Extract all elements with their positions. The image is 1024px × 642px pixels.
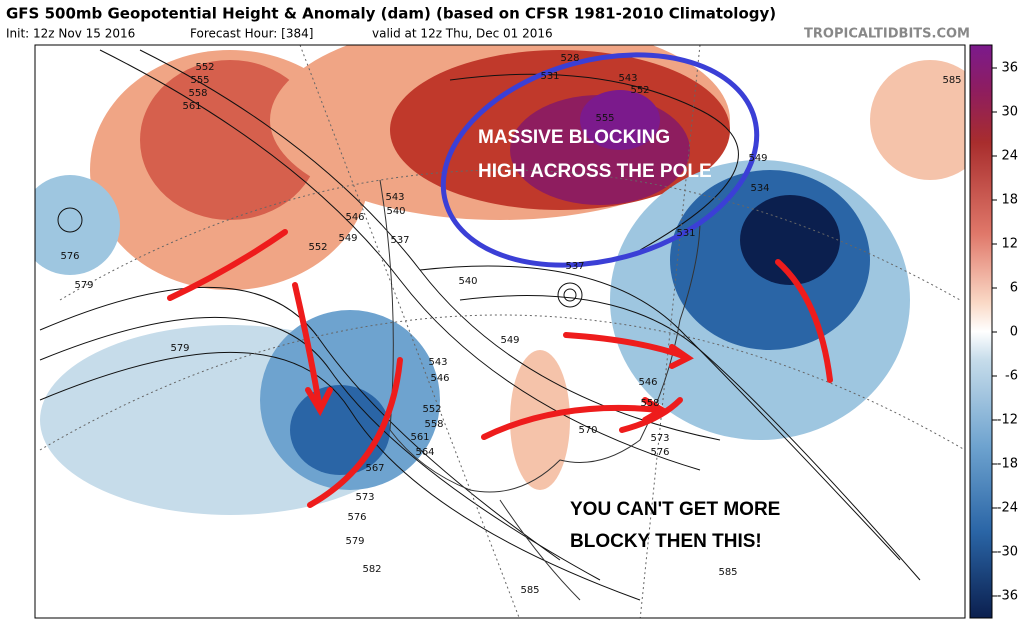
map-frame (34, 44, 966, 619)
contour-label: 558 (188, 88, 207, 99)
annotation: YOU CAN'T GET MORE (570, 499, 780, 520)
contour-label: 570 (578, 425, 597, 436)
contour-label: 537 (390, 235, 409, 246)
contour-label: 558 (640, 398, 659, 409)
watermark: TROPICALTIDBITS.COM (804, 27, 970, 42)
contour-label: 543 (618, 73, 637, 84)
contour-label: 552 (422, 404, 441, 415)
colorbar-label: 36 (1001, 61, 1018, 76)
contour-label: 552 (308, 242, 327, 253)
colorbar-label: -12 (997, 413, 1018, 428)
annotation: HIGH ACROSS THE POLE (478, 161, 712, 182)
pole-circle (440, 52, 760, 268)
title: GFS 500mb Geopotential Height & Anomaly … (6, 5, 776, 23)
contour-label: 558 (424, 419, 443, 430)
colorbar-label: -36 (997, 589, 1018, 604)
colorbar-label: -6 (1005, 369, 1018, 384)
contour-label: 531 (540, 71, 559, 82)
contour-label: 549 (500, 335, 519, 346)
coastlines (379, 179, 701, 601)
contour-label: 564 (415, 447, 434, 458)
contour-label: 582 (362, 564, 381, 575)
contour-label: 552 (195, 62, 214, 73)
contour-label: 573 (355, 492, 374, 503)
contour-label: 534 (750, 183, 769, 194)
colorbar-label: -24 (997, 501, 1018, 516)
contour-label: 555 (595, 113, 614, 124)
colorbar-label: -30 (997, 545, 1018, 560)
contour-label: 576 (60, 251, 79, 262)
contour-label: 540 (386, 206, 405, 217)
colorbar-label: -18 (997, 457, 1018, 472)
contour-label: 531 (676, 228, 695, 239)
colorbar-label: 0 (1010, 325, 1018, 340)
contour-label: 576 (347, 512, 366, 523)
contour-label: 555 (190, 75, 209, 86)
contour-label: 540 (458, 276, 477, 287)
contour-label: 552 (630, 85, 649, 96)
contour-label: 561 (182, 101, 201, 112)
contour-label: 546 (345, 212, 364, 223)
valid-time: valid at 12z Thu, Dec 01 2016 (372, 27, 553, 41)
contour-label: 528 (560, 53, 579, 64)
contour-label: 573 (650, 433, 669, 444)
contour-label: 549 (748, 153, 767, 164)
contour-label: 561 (410, 432, 429, 443)
colorbar-label: 24 (1001, 149, 1018, 164)
arrows (167, 229, 833, 508)
map: MASSIVE BLOCKING HIGH ACROSS THE POLE YO… (35, 45, 965, 618)
contour-label: 546 (430, 373, 449, 384)
annotation: MASSIVE BLOCKING (478, 127, 670, 148)
contour-label: 567 (365, 463, 384, 474)
contour-label: 546 (638, 377, 657, 388)
colorbar-label: 18 (1001, 193, 1018, 208)
graticule (39, 45, 965, 618)
colorbar-label: 30 (1001, 105, 1018, 120)
colorbar-label: 12 (1001, 237, 1018, 252)
contour-label: 585 (718, 567, 737, 578)
forecast-hour: Forecast Hour: [384] (190, 27, 313, 41)
colorbar (969, 44, 993, 619)
contour-label: 543 (428, 357, 447, 368)
contour-label: 579 (170, 343, 189, 354)
contour-label: 579 (345, 536, 364, 547)
contour-label: 543 (385, 192, 404, 203)
annotation: BLOCKY THEN THIS! (570, 531, 762, 552)
contour-label: 549 (338, 233, 357, 244)
contour-label: 585 (942, 75, 961, 86)
contour-label: 585 (520, 585, 539, 596)
contour-label: 576 (650, 447, 669, 458)
colorbar-label: 6 (1010, 281, 1018, 296)
init: Init: 12z Nov 15 2016 (6, 27, 135, 41)
contour-label: 537 (565, 261, 584, 272)
contour-label: 579 (74, 280, 93, 291)
